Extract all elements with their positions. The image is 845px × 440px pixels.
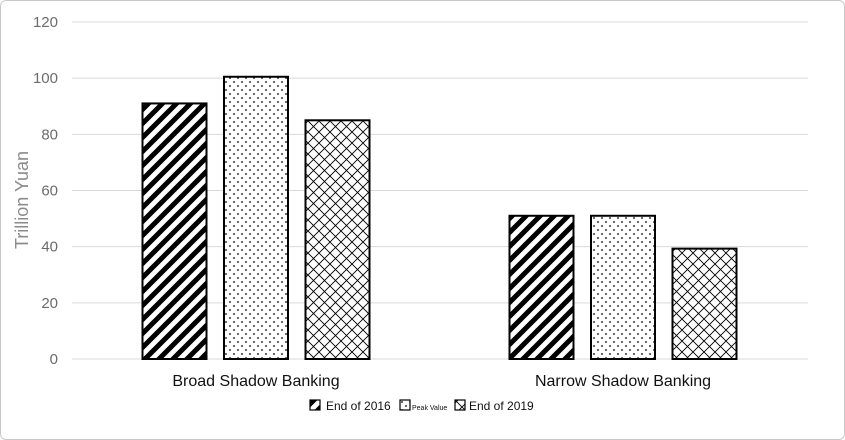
- y-tick-label: 20: [41, 295, 58, 312]
- legend-swatch: [399, 399, 411, 411]
- legend: End of 2016 Peak Value End of 2019: [309, 399, 534, 413]
- bar-end-of-2019-0: [304, 119, 371, 360]
- legend-label: End of 2016: [326, 399, 391, 413]
- y-tick-label: 80: [41, 126, 58, 143]
- y-axis-ticks: 0 20 40 60 80 100 120: [33, 14, 58, 368]
- legend-label: Peak Value: [412, 405, 447, 412]
- legend-swatch: [454, 399, 466, 411]
- y-tick-label: 100: [33, 70, 58, 87]
- y-tick-label: 0: [50, 351, 58, 368]
- y-tick-label: 60: [41, 183, 58, 200]
- bar-peak-value-1: [590, 214, 656, 360]
- bar-peak-value-0: [223, 75, 289, 360]
- y-tick-label: 120: [33, 14, 58, 31]
- legend-label: End of 2019: [469, 399, 534, 413]
- category-labels: Broad Shadow Banking Narrow Shadow Bankin…: [172, 373, 711, 390]
- y-tick-label: 40: [41, 239, 58, 256]
- y-axis-label: Trillion Yuan: [12, 151, 32, 249]
- bar-end-of-2016-0: [141, 102, 208, 360]
- category-label: Broad Shadow Banking: [172, 373, 339, 390]
- category-label: Narrow Shadow Banking: [535, 373, 711, 390]
- bar-end-of-2016-1: [508, 214, 575, 360]
- legend-swatch: [309, 399, 321, 411]
- bars: [141, 75, 738, 361]
- bar-end-of-2019-1: [671, 247, 738, 361]
